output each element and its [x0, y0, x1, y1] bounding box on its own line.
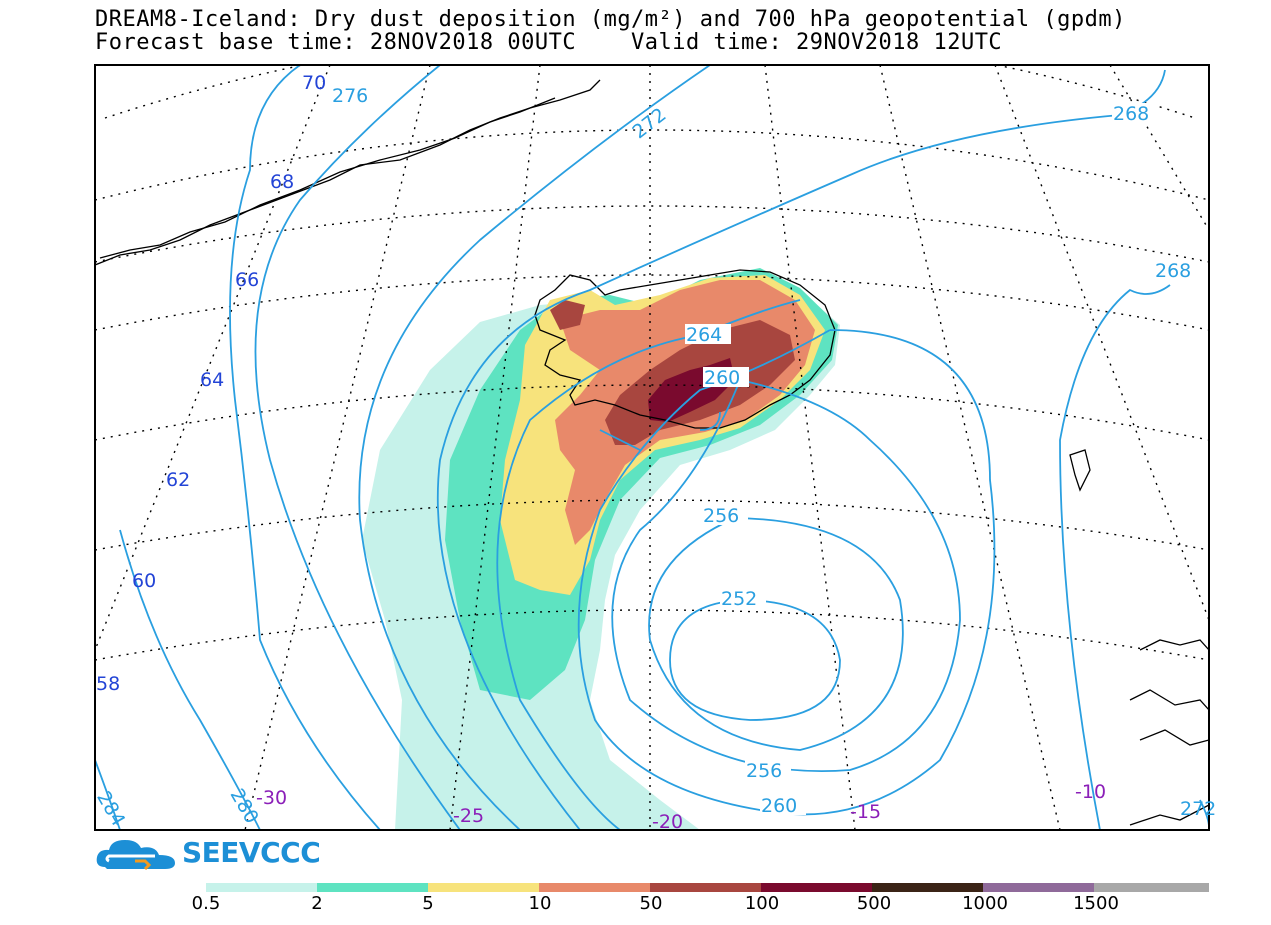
contour-label: 276 — [332, 85, 368, 107]
contour-label: 252 — [721, 588, 757, 610]
logo-text: SEEVCCC — [182, 836, 321, 869]
lat-label: 68 — [270, 171, 294, 193]
geopotential-contours — [95, 65, 1209, 830]
lon-label: -25 — [453, 805, 484, 827]
contour-label: 268 — [1113, 103, 1149, 125]
lat-label: 70 — [302, 72, 326, 94]
contour-label: 284 — [92, 788, 129, 830]
colorbar-label: 500 — [856, 893, 892, 914]
map-frame — [94, 64, 1210, 831]
contour-label: 268 — [1155, 260, 1191, 282]
colorbar-label: 5 — [422, 893, 434, 914]
map-header: DREAM8-Iceland: Dry dust deposition (mg/… — [95, 8, 1265, 54]
contour-label: 256 — [746, 760, 782, 782]
colorbar-label: 2 — [311, 893, 323, 914]
contour-label: 264 — [686, 324, 722, 346]
contour-label: 272 — [1180, 798, 1216, 820]
lat-label: 60 — [132, 570, 156, 592]
colorbar-swatch — [983, 883, 1094, 892]
lon-label: -30 — [256, 787, 287, 809]
colorbar — [206, 883, 1209, 892]
contour-label: 256 — [703, 505, 739, 527]
colorbar-swatch — [761, 883, 872, 892]
contour-label: 272 — [628, 104, 670, 144]
graticule — [95, 65, 1209, 830]
lon-label: -10 — [1075, 781, 1106, 803]
colorbar-label: 100 — [744, 893, 780, 914]
contour-label: 260 — [704, 367, 740, 389]
colorbar-label: 0.5 — [191, 893, 221, 914]
lon-label: -15 — [850, 801, 881, 823]
colorbar-swatch — [1094, 883, 1209, 892]
lat-label: 62 — [166, 469, 190, 491]
coastlines — [95, 79, 1209, 826]
colorbar-label: 1000 — [962, 893, 1008, 914]
colorbar-swatch — [428, 883, 539, 892]
colorbar-label: 10 — [528, 893, 552, 914]
colorbar-label: 50 — [639, 893, 663, 914]
lat-label: 64 — [200, 369, 224, 391]
colorbar-swatch — [206, 883, 317, 892]
contour-label: 260 — [761, 795, 797, 817]
lat-label: 66 — [235, 269, 259, 291]
colorbar-label: 1500 — [1073, 893, 1119, 914]
colorbar-swatch — [650, 883, 761, 892]
map-title: DREAM8-Iceland: Dry dust deposition (mg/… — [95, 7, 1126, 32]
colorbar-swatch — [317, 883, 428, 892]
cloud-logo-icon — [96, 840, 175, 871]
colorbar-swatch — [539, 883, 650, 892]
colorbar-swatch — [872, 883, 983, 892]
lat-label: 58 — [96, 673, 120, 695]
lon-label: -20 — [652, 811, 683, 833]
map-times: Forecast base time: 28NOV2018 00UTC Vali… — [95, 30, 1003, 55]
